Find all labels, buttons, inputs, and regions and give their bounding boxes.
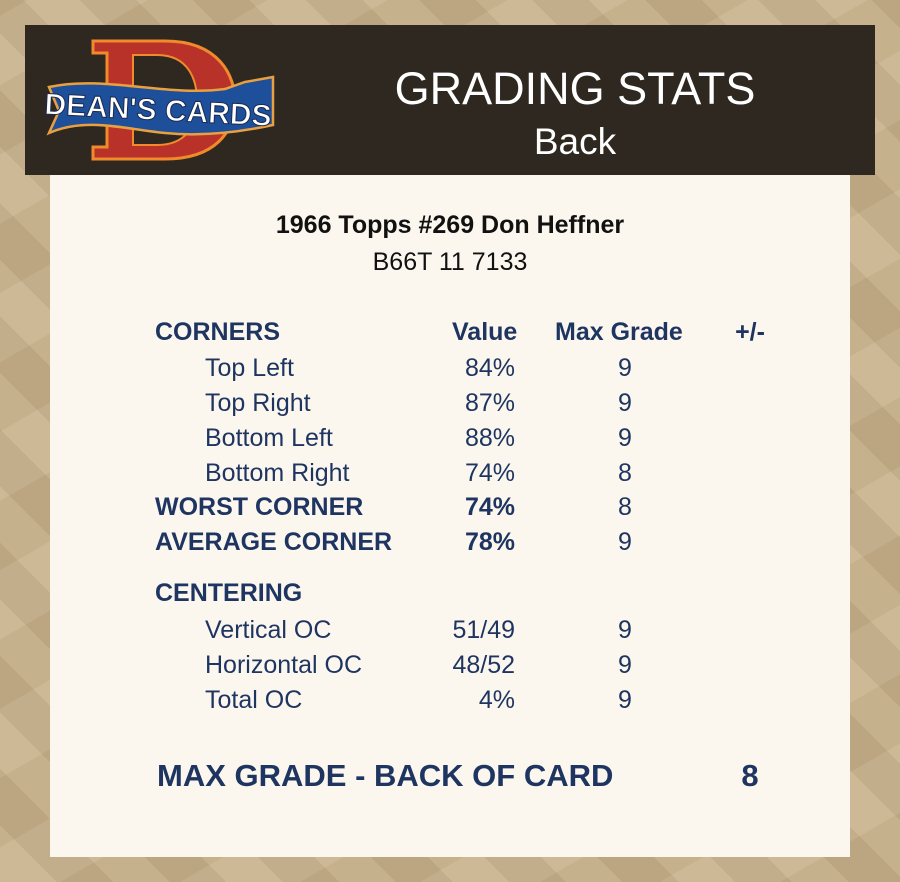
- row-max-grade: 9: [618, 686, 632, 714]
- row-max-grade: 8: [618, 493, 632, 521]
- row-label: AVERAGE CORNER: [155, 528, 393, 556]
- row-value: 74%: [464, 459, 515, 487]
- stats-panel: 1966 Topps #269 Don Heffner B66T 11 7133…: [50, 175, 850, 857]
- corners-heading: CORNERS: [155, 318, 281, 346]
- row-max-grade: 8: [618, 459, 632, 487]
- row-max-grade: 9: [618, 651, 632, 679]
- card-code: B66T 11 7133: [372, 248, 528, 276]
- worst-corner-row: WORST CORNER 74% 8: [50, 493, 850, 525]
- table-row: Bottom Right 74% 8: [50, 459, 850, 491]
- header-title: GRADING STATS: [394, 63, 756, 114]
- row-max-grade: 9: [618, 616, 632, 644]
- table-row: Bottom Left 88% 9: [50, 424, 850, 456]
- corners-header-row: CORNERS Value Max Grade +/-: [50, 318, 850, 350]
- row-label: Bottom Left: [205, 424, 333, 452]
- value-column-header: Value: [452, 318, 518, 346]
- row-label: Horizontal OC: [205, 651, 362, 679]
- row-value: 84%: [464, 354, 515, 382]
- row-value: 74%: [464, 493, 515, 521]
- centering-header-row: CENTERING: [50, 579, 850, 611]
- final-grade-value: 8: [741, 758, 759, 793]
- max-grade-column-header: Max Grade: [555, 318, 683, 346]
- row-label: Bottom Right: [205, 459, 350, 487]
- row-max-grade: 9: [618, 354, 632, 382]
- row-value: 51/49: [452, 616, 515, 644]
- header-subtitle: Back: [533, 121, 617, 162]
- row-label: WORST CORNER: [155, 493, 364, 521]
- card-title: 1966 Topps #269 Don Heffner: [275, 211, 625, 239]
- average-corner-row: AVERAGE CORNER 78% 9: [50, 528, 850, 560]
- table-row: Total OC 4% 9: [50, 686, 850, 718]
- row-max-grade: 9: [618, 528, 632, 556]
- row-label: Vertical OC: [205, 616, 332, 644]
- deans-cards-logo: DEAN'S CARDS: [45, 39, 275, 161]
- row-label: Top Right: [205, 389, 311, 417]
- table-row: Horizontal OC 48/52 9: [50, 651, 850, 683]
- row-value: 78%: [464, 528, 515, 556]
- row-max-grade: 9: [618, 424, 632, 452]
- row-label: Top Left: [205, 354, 294, 382]
- plus-minus-column-header: +/-: [735, 318, 765, 346]
- table-row: Vertical OC 51/49 9: [50, 616, 850, 648]
- header: DEAN'S CARDS GRADING STATS Back: [25, 25, 875, 175]
- row-value: 88%: [464, 424, 515, 452]
- row-value: 87%: [464, 389, 515, 417]
- table-row: Top Left 84% 9: [50, 354, 850, 386]
- row-value: 48/52: [452, 651, 515, 679]
- table-row: Top Right 87% 9: [50, 389, 850, 421]
- row-max-grade: 9: [618, 389, 632, 417]
- final-grade-label: MAX GRADE - BACK OF CARD: [157, 758, 614, 793]
- row-value: 4%: [478, 686, 515, 714]
- centering-heading: CENTERING: [155, 579, 303, 607]
- row-label: Total OC: [205, 686, 303, 714]
